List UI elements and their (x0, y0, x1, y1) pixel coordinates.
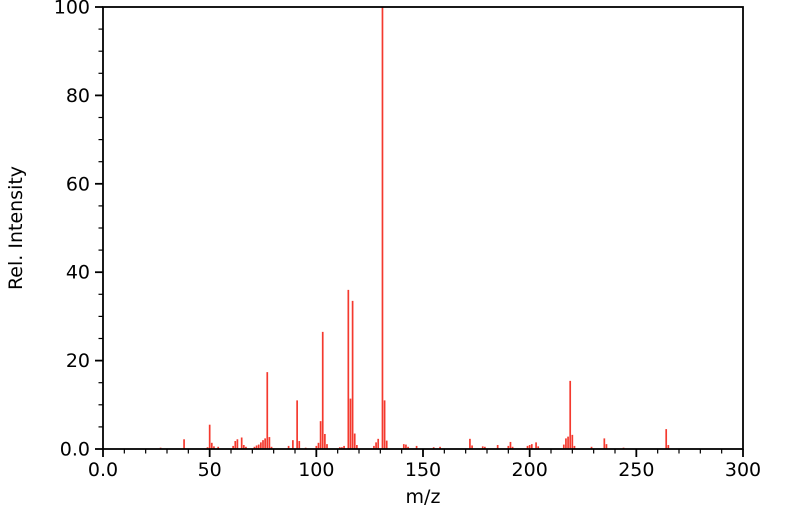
y-tick-label: 60 (66, 173, 90, 195)
y-tick-label: 0.0 (60, 439, 90, 461)
x-tick-label: 200 (512, 459, 548, 481)
axes-layer: 0.0 50 100 150 200 250 300 0.0 20 40 60 80 100 (54, 0, 761, 481)
y-tick-label: 20 (66, 350, 90, 372)
x-tick-label: 250 (618, 459, 654, 481)
y-tick-label: 80 (66, 85, 90, 107)
x-axis-label: m/z (406, 486, 441, 508)
x-tick-label: 0.0 (88, 459, 118, 481)
y-tick-label: 100 (54, 0, 90, 19)
x-tick-label: 150 (405, 459, 441, 481)
x-tick-label: 100 (298, 459, 334, 481)
y-tick-label: 40 (66, 262, 90, 284)
x-tick-label: 300 (725, 459, 761, 481)
plot-frame (102, 6, 744, 450)
x-tick-label: 50 (198, 459, 222, 481)
y-axis-label: Rel. Intensity (5, 166, 27, 290)
spectrum-peaks-layer (159, 7, 670, 449)
